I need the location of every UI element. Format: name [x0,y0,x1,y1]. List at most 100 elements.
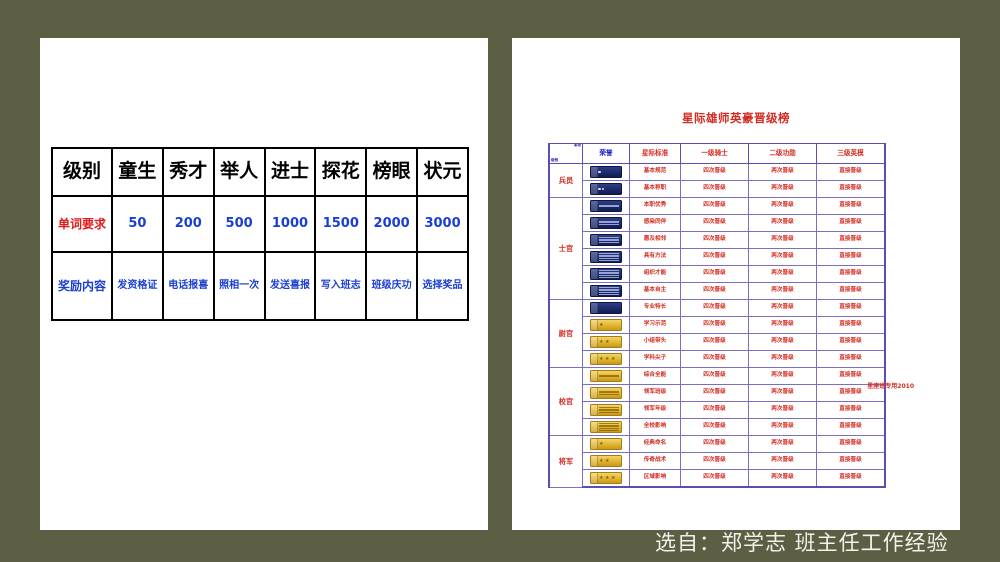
badge-star: ★ [604,457,610,464]
rank-table-row: 惠及相邻 四次晋级 两次晋级 直接晋级 [549,231,886,249]
rank-standard-cell: 传奇战术 [629,452,681,470]
rank-insignia-gold-gen-3: ★ ★ ★ [590,472,622,484]
badge-bar-group [599,253,619,261]
badge-star: ★ [610,355,616,362]
badge-bar [599,289,619,291]
rank-standard-cell: 具有方法 [629,248,681,266]
rank-table-row: ★ ★ ★ 区域影响 四次晋级 两次晋级 直接晋级 [549,469,886,488]
badge-bar [599,429,619,431]
rank-level1-cell: 四次晋级 [680,435,749,453]
rank-level2-cell: 两次晋级 [748,350,817,368]
rank-table-row: ★ ★ 传奇战术 四次晋级 两次晋级 直接晋级 [549,452,886,470]
rank-level1-cell: 四次晋级 [680,180,749,198]
badge-cap [591,252,598,262]
rank-insignia-gold-star-2: ★ ★ [590,336,622,348]
badge-cap [591,235,598,245]
badge-star: ★ [599,474,604,481]
slide-right: 星际雄师英豪晋级榜 军衔 级别 荣誉 星际标准 一级骑士 二级功勋 三级英模 兵… [512,38,960,530]
rank-standard-cell: 领军班级 [629,384,681,402]
badge-bar [599,411,619,413]
rank-table-row: 基本称职 四次晋级 两次晋级 直接晋级 [549,180,886,198]
badge-bar [599,423,619,425]
badge-star: ★ [604,355,610,362]
rank-level3-cell: 直接晋级 [816,163,886,181]
rank-insignia-navy-pip-1 [590,166,622,178]
rank-level1-cell: 四次晋级 [680,401,749,419]
rank-level1-cell: 四次晋级 [680,197,749,215]
rank-insignia-navy-bar-5 [590,268,622,280]
badge-bar [599,270,619,272]
badge-cap [591,388,598,398]
rank-level2-cell: 两次晋级 [748,163,817,181]
cell-reward-jinshi: 发送喜报 [263,251,317,321]
badge-cap [591,286,598,296]
badge-bar [599,221,619,223]
rank-level3-cell: 直接晋级 [816,350,886,368]
badge-star-group: ★ ★ [599,456,609,466]
rank-level2-cell: 两次晋级 [748,180,817,198]
rank-insignia-cell [582,214,630,232]
header-level-1: 一级骑士 [680,143,749,164]
rank-insignia-cell: ★ ★ [582,452,630,470]
rank-promotion-table: 军衔 级别 荣誉 星际标准 一级骑士 二级功勋 三级英模 兵员 基本规范 四次晋级两… [548,143,886,488]
rank-level2-cell: 两次晋级 [748,469,817,488]
rank-level3-cell: 直接晋级 [816,316,886,334]
rank-insignia-gold-star-3: ★ ★ ★ [590,353,622,365]
cell-words-tongsheng: 50 [111,195,164,253]
rank-table-row: 校官 综合全能 四次晋级 两次晋级 直接晋级 [548,367,886,436]
rank-level1-cell: 四次晋级 [680,265,749,283]
rank-insignia-cell: ★ [582,316,630,334]
rank-level3-cell: 直接晋级 [816,452,886,470]
source-caption: 选自：郑学志 班主任工作经验 [655,531,949,555]
rank-level2-cell: 两次晋级 [748,367,817,385]
rank-level3-cell: 直接晋级 [816,180,886,198]
rank-level2-cell: 两次晋级 [748,231,817,249]
rank-level3-cell: 直接晋级 [816,282,886,300]
rank-table-row: 领军班级 四次晋级 两次晋级 直接晋级 [549,384,886,402]
rank-table-row: ★ 学习示范 四次晋级 两次晋级 直接晋级 [549,316,886,334]
rank-level2-cell: 两次晋级 [748,418,817,436]
rank-standard-cell: 领军年级 [629,401,681,419]
badge-cap [591,422,598,432]
rank-group-label: 尉官 [548,299,583,368]
badge-bar [599,293,619,295]
rank-level2-cell: 两次晋级 [748,384,817,402]
rank-level3-cell: 直接晋级 [816,469,886,488]
rank-header-row: 军衔 级别 荣誉 星际标准 一级骑士 二级功勋 三级英模 [548,143,886,164]
badge-bar [599,272,619,274]
rank-standard-cell: 经典命名 [629,435,681,453]
badge-star: ★ [599,321,604,328]
footnote: 星座班专用2010 [867,383,914,390]
rank-table-row: 领军年级 四次晋级 两次晋级 直接晋级 [549,401,886,419]
rank-standard-cell: 本职优秀 [629,197,681,215]
rank-standard-cell: 组织才能 [629,265,681,283]
rank-insignia-cell [582,299,630,317]
corner-header-cell: 军衔 级别 [548,143,583,164]
badge-bar [599,255,619,257]
cell-words-tanhua: 1500 [314,195,368,253]
badge-bar [599,239,619,241]
badge-cap [591,303,598,313]
header-cell-jinshi: 进士 [263,147,317,197]
rank-level1-cell: 四次晋级 [680,282,749,300]
badge-bar [599,409,619,411]
rank-level1-cell: 四次晋级 [680,384,749,402]
badge-star-group: ★ ★ [599,337,609,347]
header-cell-juren: 举人 [212,147,266,197]
badge-cap [591,167,598,177]
rank-insignia-cell [582,418,630,436]
rank-level2-cell: 两次晋级 [748,316,817,334]
cell-reward-zhuangyuan: 选择奖品 [416,251,469,321]
row-label-word-requirement: 单词要求 [51,195,113,253]
rank-insignia-gold-gen-1: ★ [590,438,622,450]
badge-pip [601,187,605,191]
level-table-body: 级别 童生 秀才 举人 进士 探花 榜眼 状元 单词要求 50 200 500 … [51,147,469,321]
rank-standard-cell: 基本规范 [629,163,681,181]
rank-standard-cell: 基本自主 [629,282,681,300]
cell-reward-tanhua: 写入班志 [314,251,368,321]
badge-bar-group [599,423,619,431]
rank-level1-cell: 四次晋级 [680,214,749,232]
rank-insignia-cell [582,367,630,385]
badge-bar-group [599,287,619,295]
rank-insignia-cell [582,401,630,419]
